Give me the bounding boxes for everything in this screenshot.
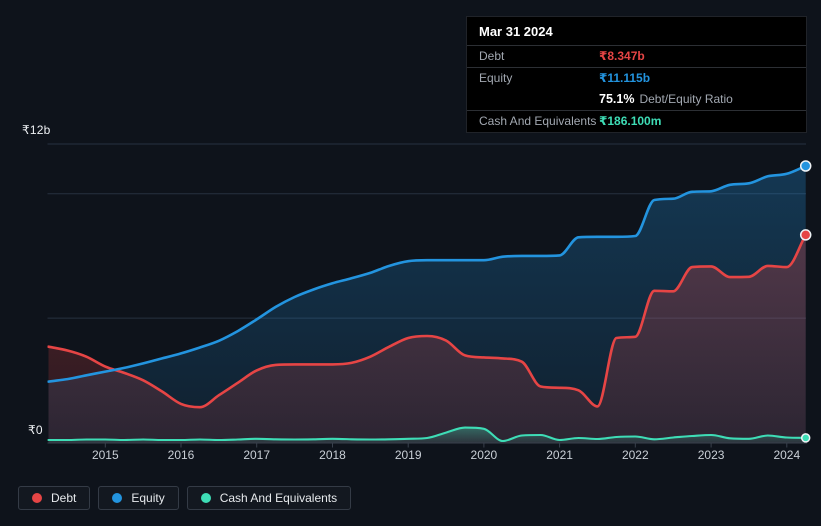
debt-area [48,234,806,443]
tooltip-row-ratio: 75.1% Debt/Equity Ratio [467,89,806,111]
legend-item-cash[interactable]: Cash And Equivalents [186,486,352,510]
x-tick-label: 2022 [621,448,649,462]
legend: Debt Equity Cash And Equivalents [18,486,352,510]
tooltip-cash-value: ₹186.100m [599,114,662,128]
legend-item-equity[interactable]: Equity [98,486,179,510]
x-tick-label: 2016 [167,448,195,462]
x-tick-label: 2017 [243,448,271,462]
legend-item-debt[interactable]: Debt [18,486,91,510]
debt-end-marker[interactable] [799,229,812,241]
tooltip-equity-value: ₹11.115b [599,71,651,85]
cash-end-marker[interactable] [800,433,811,443]
series-areas [48,166,806,443]
tooltip-date: Mar 31 2024 [467,17,806,46]
x-tick-label: 2019 [394,448,422,462]
tooltip-row-cash: Cash And Equivalents ₹186.100m [467,111,806,132]
x-tick-label: 2015 [91,448,119,462]
tooltip-row-equity: Equity ₹11.115b [467,68,806,89]
x-axis-labels: 2015 2016 2017 2018 2019 2020 2021 2022 2023 2024 [0,448,821,464]
debt-line[interactable] [47,233,806,409]
x-tick-label: 2018 [319,448,346,462]
tooltip-debt-label: Debt [479,49,505,63]
debt-equity-ratio-label: Debt/Equity Ratio [639,92,733,106]
legend-label-equity: Equity [131,491,165,505]
debt-equity-ratio-percent: 75.1% [599,92,635,106]
legend-label-cash: Cash And Equivalents [219,491,338,505]
x-tick-label: 2021 [546,448,573,462]
tooltip-debt-value: ₹8.347b [599,49,645,63]
tooltip: Mar 31 2024 Debt ₹8.347b Equity ₹11.115b… [466,16,807,133]
equity-dot-icon [112,493,123,503]
x-tick-label: 2024 [773,448,801,462]
equity-line[interactable] [47,164,806,383]
series-lines [47,164,806,443]
cash-line[interactable] [47,426,806,443]
cash-dot-icon [200,493,211,503]
equity-end-marker[interactable] [799,160,812,172]
tooltip-cash-label: Cash And Equivalents [479,114,597,128]
cash-area [48,427,806,443]
tooltip-row-debt: Debt ₹8.347b [467,46,806,68]
debt-dot-icon [32,493,42,503]
x-tick-label: 2023 [697,448,725,462]
x-tick-label: 2020 [470,448,498,462]
y-axis-label-bottom: ₹0 [28,423,43,437]
tooltip-equity-label: Equity [479,71,513,85]
y-axis-label-top: ₹12b [22,123,51,137]
legend-label-debt: Debt [51,491,77,505]
tooltip-ratio-value: 75.1% Debt/Equity Ratio [599,92,733,106]
